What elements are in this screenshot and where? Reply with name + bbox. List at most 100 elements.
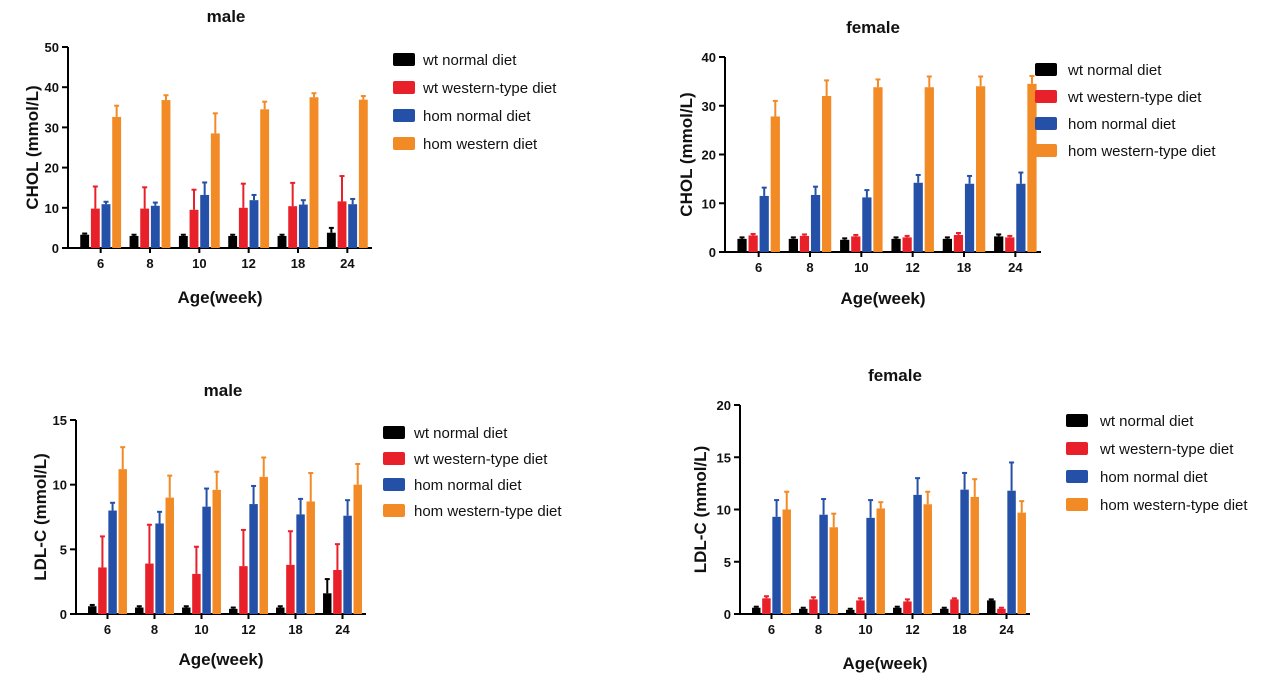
legend: wt normal diet wt western-type diet hom no…: [383, 425, 562, 520]
legend-swatch: [393, 53, 415, 66]
legend-swatch: [393, 81, 415, 94]
bar-hom-normal: [101, 204, 111, 248]
bar-hom-normal: [150, 205, 160, 248]
y-tick-label: 30: [702, 99, 716, 114]
bar-hom-normal: [348, 204, 358, 248]
bar-hom-normal: [819, 514, 828, 614]
bar-wt-normal: [893, 607, 902, 614]
bar-wt-normal: [276, 607, 285, 614]
bar-hom-western: [876, 508, 885, 614]
bar-wt-western: [809, 599, 818, 614]
bar-wt-western: [762, 598, 771, 614]
x-tick-label: 10: [854, 260, 868, 275]
legend-swatch: [1035, 117, 1057, 130]
bar-wt-normal: [987, 600, 996, 614]
bar-hom-western: [829, 527, 838, 614]
bar-hom-normal: [866, 517, 875, 614]
x-tick-label: 6: [104, 622, 111, 637]
x-axis-label: Age(week): [842, 654, 927, 673]
bar-wt-western: [239, 566, 248, 614]
bar-wt-normal: [891, 238, 901, 252]
legend-label: hom normal diet: [1100, 469, 1208, 486]
bar-hom-western: [1017, 512, 1026, 614]
legend-swatch: [1035, 90, 1057, 103]
y-tick-label: 40: [702, 50, 716, 65]
x-tick-label: 18: [288, 622, 302, 637]
bar-hom-normal: [772, 516, 781, 614]
y-tick-label: 0: [60, 607, 67, 622]
legend-swatch: [1035, 63, 1057, 76]
y-tick-label: 15: [717, 450, 731, 465]
legend-swatch: [1066, 414, 1088, 427]
y-tick-label: 0: [709, 245, 716, 260]
bar-hom-normal: [913, 182, 923, 252]
x-tick-label: 18: [952, 622, 966, 637]
bar-hom-western: [306, 501, 315, 614]
bar-hom-normal: [810, 194, 821, 252]
y-axis-label: LDL-C (mmol/L): [31, 453, 50, 580]
bar-wt-normal: [799, 608, 808, 614]
legend-label: hom western diet: [423, 136, 538, 153]
legend-label: wt normal diet: [413, 425, 508, 442]
bar-wt-western: [98, 567, 107, 614]
x-tick-label: 24: [999, 622, 1014, 637]
legend-label: hom normal diet: [414, 477, 522, 494]
legend-label: wt normal diet: [1099, 413, 1194, 430]
x-tick-label: 8: [815, 622, 822, 637]
y-tick-label: 0: [52, 241, 59, 256]
legend-swatch: [1066, 498, 1088, 511]
x-tick-label: 18: [957, 260, 971, 275]
bar-hom-western: [309, 97, 319, 248]
bar-hom-normal: [862, 197, 872, 252]
bar-hom-western: [970, 496, 979, 614]
legend-swatch: [383, 452, 405, 465]
chart-panel-4: female LDL-C (mmol/L) Age(week) 0 5 10 15 20 6 8 1…: [691, 366, 1248, 673]
bar-wt-normal: [129, 235, 139, 248]
bar-wt-western: [950, 599, 959, 614]
bar-wt-western: [903, 601, 912, 614]
bar-wt-western: [90, 208, 100, 248]
bar-hom-western: [353, 484, 362, 614]
legend-label: hom western-type diet: [1068, 143, 1216, 160]
bar-hom-normal: [200, 194, 210, 248]
bar-wt-normal: [752, 607, 761, 614]
legend-label: wt western-type diet: [422, 80, 557, 97]
bar-wt-western: [140, 208, 150, 248]
x-tick-label: 12: [905, 622, 919, 637]
bar-wt-western: [192, 573, 201, 614]
chart-title: female: [846, 18, 900, 37]
bar-hom-western: [770, 116, 780, 252]
bar-wt-western: [286, 564, 295, 614]
x-axis-label: Age(week): [178, 650, 263, 669]
x-tick-label: 18: [291, 256, 305, 271]
y-tick-label: 5: [60, 542, 67, 557]
bar-hom-normal: [155, 523, 164, 614]
bar-wt-western: [856, 600, 865, 614]
x-tick-label: 10: [192, 256, 206, 271]
chart-title: male: [207, 7, 246, 26]
legend-swatch: [1035, 144, 1057, 157]
bar-wt-western: [189, 209, 199, 248]
x-tick-label: 12: [241, 256, 255, 271]
bar-wt-normal: [737, 238, 747, 252]
x-axis-label: Age(week): [177, 288, 262, 307]
bar-hom-normal: [964, 183, 975, 252]
bar-wt-normal: [326, 232, 336, 248]
legend-label: wt western-type diet: [1067, 89, 1202, 106]
x-tick-label: 6: [755, 260, 762, 275]
bar-wt-normal: [229, 608, 238, 614]
y-tick-label: 20: [45, 161, 59, 176]
legend-label: hom western-type diet: [1100, 497, 1248, 514]
bar-hom-normal: [343, 515, 352, 614]
bar-hom-normal: [960, 489, 969, 614]
bar-hom-western: [112, 116, 122, 248]
bar-hom-western: [923, 504, 932, 614]
legend-swatch: [393, 137, 415, 150]
bar-hom-western: [1027, 83, 1037, 252]
legend-swatch: [393, 109, 415, 122]
legend: wt normal diet wt western-type diet hom no…: [1066, 413, 1248, 514]
y-tick-label: 10: [45, 201, 59, 216]
legend-swatch: [383, 478, 405, 491]
bar-wt-normal: [323, 593, 332, 614]
